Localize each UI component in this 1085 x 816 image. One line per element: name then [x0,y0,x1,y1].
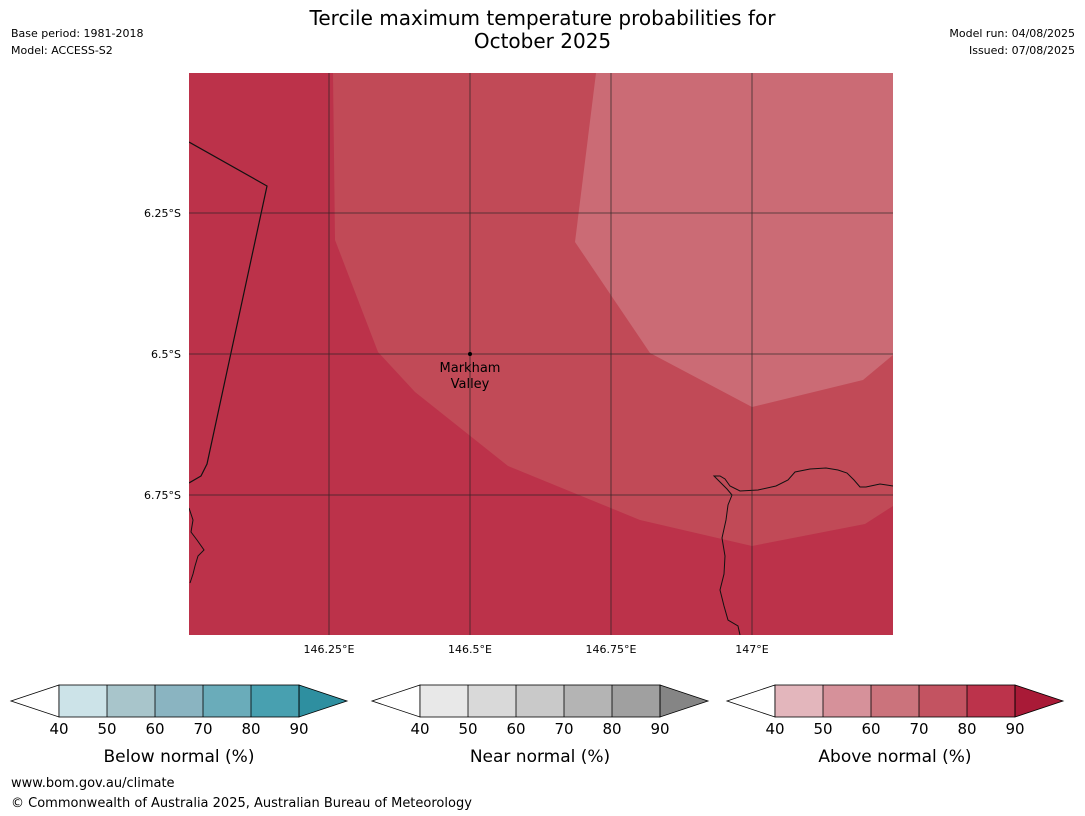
footer-url[interactable]: www.bom.gov.au/climate [11,776,175,791]
colorbar-segment [823,685,871,717]
base-period-text: Base period: 1981-2018 [11,27,144,40]
lat-label: 6.5°S [151,348,181,361]
model-run-text: Model run: 04/08/2025 [949,27,1075,40]
colorbar-tick: 50 [458,720,477,738]
border-line [189,141,268,484]
colorbar-tick: 80 [602,720,621,738]
colorbar-tick: 60 [506,720,525,738]
colorbar-tick: 70 [193,720,212,738]
colorbar-tick: 40 [765,720,784,738]
colorbar-extend-high [298,684,349,718]
lon-label: 146.25°E [304,643,355,656]
model-text: Model: ACCESS-S2 [11,44,113,57]
colorbar-segment [59,685,107,717]
colorbar-above-normal: 40 50 60 70 80 90 Above normal (%) [725,684,1065,767]
colorbar-extend-low [725,684,776,718]
title-line-2: October 2025 [473,29,612,53]
colorbar-tick: 50 [97,720,116,738]
place-label-line-1: Markham [440,361,501,376]
colorbar-segment [155,685,203,717]
graticule [189,73,893,635]
colorbar-tick: 60 [861,720,880,738]
coastline-west [189,507,205,584]
map-panel: Markham Valley [189,73,893,635]
colorbar-extend-low [9,684,60,718]
colorbar-segment [871,685,919,717]
colorbar-segment [516,685,564,717]
meta-left: Base period: 1981-2018 Model: ACCESS-S2 [11,25,143,59]
colorbar-extend-high [1014,684,1065,718]
lon-label: 146.75°E [586,643,637,656]
lat-label: 6.75°S [144,489,181,502]
colorbar-segment [420,685,468,717]
colorbar-title: Near normal (%) [470,747,610,767]
footer-copyright: © Commonwealth of Australia 2025, Austra… [11,796,472,811]
colorbar-tick: 80 [957,720,976,738]
colorbar-segment [775,685,823,717]
colorbar-extend-high [659,684,710,718]
probability-region-50-60 [575,73,893,407]
meta-right: Model run: 04/08/2025 Issued: 07/08/2025 [949,25,1075,59]
colorbar-tick: 80 [241,720,260,738]
map-title: Tercile maximum temperature probabilitie… [0,7,1085,53]
colorbar-tick: 90 [650,720,669,738]
title-line-1: Tercile maximum temperature probabilitie… [309,6,776,30]
colorbar-below-normal: 40 50 60 70 80 90 Below normal (%) [9,684,349,767]
colorbar-tick: 90 [289,720,308,738]
colorbar-segment [107,685,155,717]
place-label-line-2: Valley [451,377,490,392]
lon-label: 147°E [735,643,768,656]
issued-text: Issued: 07/08/2025 [968,44,1075,57]
colorbar-tick: 70 [909,720,928,738]
colorbar-segment [251,685,299,717]
colorbar-extend-low [370,684,421,718]
longitude-labels: 146.25°E 146.5°E 146.75°E 147°E [304,643,769,656]
colorbar-segment [967,685,1015,717]
colorbar-segment [203,685,251,717]
colorbar-tick: 40 [410,720,429,738]
lon-label: 146.5°E [448,643,492,656]
colorbar-tick: 40 [49,720,68,738]
colorbar-tick: 60 [145,720,164,738]
colorbar-near-normal: 40 50 60 70 80 90 Near normal (%) [370,684,710,767]
colorbar-segment [564,685,612,717]
colorbar-tick: 90 [1005,720,1024,738]
colorbar-title: Above normal (%) [818,747,971,767]
colorbar-tick: 50 [813,720,832,738]
colorbar-segment [612,685,660,717]
colorbar-tick: 70 [554,720,573,738]
colorbar-title: Below normal (%) [104,747,255,767]
colorbar-segment [468,685,516,717]
place-marker-icon [468,352,472,356]
latitude-labels: 6.25°S 6.5°S 6.75°S [144,207,181,502]
colorbar-segment [919,685,967,717]
lat-label: 6.25°S [144,207,181,220]
coastline-east [712,467,893,635]
